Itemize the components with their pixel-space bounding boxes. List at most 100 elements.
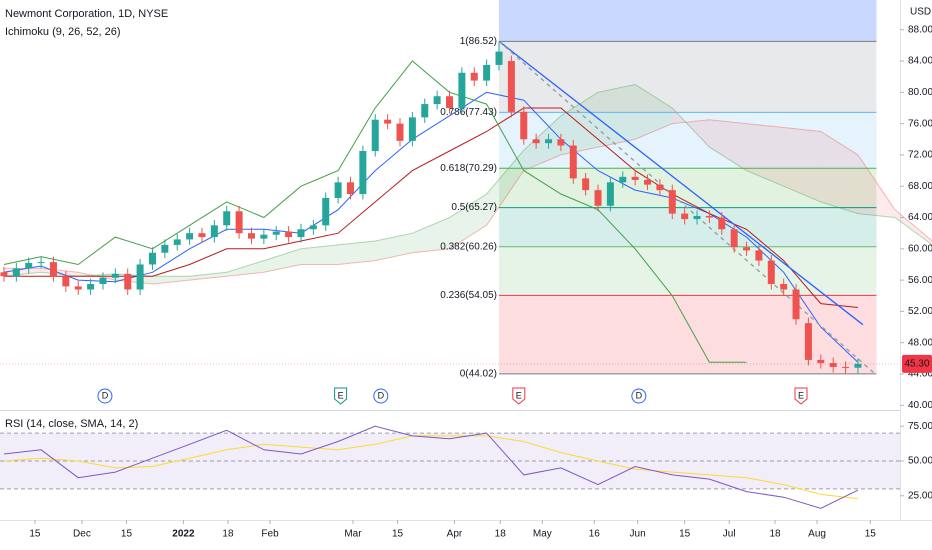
candle-body — [557, 139, 565, 146]
candle-body — [755, 250, 763, 261]
candle-body — [804, 323, 812, 360]
candle-body — [359, 151, 367, 195]
event-marker — [631, 388, 647, 404]
candle-body — [743, 247, 751, 251]
last-price-box — [902, 354, 932, 373]
price-tick-label: 64.00 — [908, 212, 932, 223]
fib-level-label: 0.618(70.29) — [440, 163, 497, 174]
candle-body — [247, 233, 255, 239]
currency-label: USD — [910, 7, 931, 18]
event-label: D — [636, 390, 643, 400]
event-marker — [334, 387, 348, 405]
candle-body — [619, 176, 627, 183]
price-tick-label: 44.00 — [908, 369, 932, 380]
rsi-line — [3, 435, 858, 500]
time-tick-label: 18 — [495, 529, 507, 540]
candle-body — [483, 64, 491, 81]
cloud-segment — [598, 84, 636, 148]
price-tick-label: 68.00 — [908, 181, 932, 192]
rsi-tick-label: 50.00 — [908, 456, 932, 467]
candle-body — [272, 231, 280, 235]
candle-body — [668, 190, 676, 214]
price-tick-label: 56.00 — [908, 275, 932, 286]
candle-body — [780, 284, 788, 290]
candle-body — [495, 51, 503, 65]
candle-body — [371, 119, 379, 152]
trend-line — [498, 40, 876, 375]
candle-body — [396, 123, 404, 141]
event-label: E — [798, 390, 804, 400]
event-marker — [794, 387, 808, 405]
candle-body — [297, 229, 305, 238]
time-tick-label: 18 — [222, 529, 234, 540]
rsi-title: RSI (14, close, SMA, 14, 2) — [5, 418, 138, 430]
candle-body — [74, 286, 82, 290]
candle-body — [656, 184, 664, 191]
candle-body — [545, 139, 553, 144]
candle-body — [12, 268, 20, 277]
candle-body — [223, 211, 231, 226]
rsi-line — [3, 425, 859, 509]
candle-body — [606, 182, 614, 206]
candle-body — [767, 260, 775, 285]
fib-band — [499, 295, 877, 374]
event-label: E — [338, 390, 344, 400]
time-tick-label: 16 — [589, 529, 601, 540]
candle-body — [792, 289, 800, 320]
cloud-segment — [486, 150, 524, 226]
candle-body — [470, 72, 478, 81]
candle-body — [25, 262, 33, 269]
fib-level-label: 0(44.02) — [460, 368, 497, 379]
candle-body — [136, 264, 144, 290]
candle-body — [631, 176, 639, 180]
price-tick-label: 52.00 — [908, 306, 932, 317]
rsi-tick-label: 75.00 — [908, 421, 932, 432]
time-tick-label: Apr — [447, 529, 463, 540]
candle-body — [693, 215, 701, 220]
candle-body — [173, 239, 181, 245]
fib-band — [499, 41, 877, 113]
cloud-span-b — [4, 119, 932, 285]
plot-layer: 88.00 84.00 80.00 76.00 72.00 68.00 64.00 60.00… — [0, 24, 932, 540]
candle-body — [520, 111, 528, 140]
candle-body — [62, 276, 70, 287]
cloud-segment — [672, 107, 710, 148]
cloud-segment — [189, 272, 227, 281]
fib-extension-band — [499, 0, 877, 42]
time-tick-label: 2022 — [172, 529, 195, 540]
candle-body — [148, 252, 156, 265]
price-tick-label: 84.00 — [908, 56, 932, 67]
time-tick-label: Jun — [630, 529, 646, 540]
candle-body — [718, 217, 726, 230]
candle-body — [322, 197, 330, 226]
event-marker — [97, 388, 113, 404]
fib-band — [499, 246, 877, 296]
price-tick-label: 48.00 — [908, 337, 932, 348]
candle-body — [198, 233, 206, 238]
candle-body — [817, 359, 825, 364]
candle-body — [186, 233, 194, 240]
candle-body — [124, 273, 132, 290]
candle-body — [309, 225, 317, 230]
cloud-segment — [226, 260, 264, 277]
ichimoku-line — [4, 107, 858, 308]
ichimoku-line — [3, 60, 747, 363]
time-tick-label: Feb — [261, 529, 279, 540]
rsi-tick-label: 25.00 — [908, 490, 932, 501]
candle-body — [235, 211, 243, 234]
candle-body — [532, 139, 540, 144]
time-tick-label: May — [533, 529, 552, 540]
candle-body — [408, 117, 416, 141]
candle-body — [49, 262, 57, 277]
cloud-segment — [300, 244, 339, 265]
fib-band — [499, 207, 877, 247]
candle-body — [334, 182, 342, 198]
candle-body — [421, 104, 429, 118]
candle-body — [37, 262, 45, 264]
time-tick-label: 15 — [29, 529, 41, 540]
candle-body — [854, 363, 862, 368]
candle-body — [210, 225, 218, 238]
price-tick-label: 80.00 — [908, 87, 932, 98]
candle-body — [446, 96, 454, 108]
